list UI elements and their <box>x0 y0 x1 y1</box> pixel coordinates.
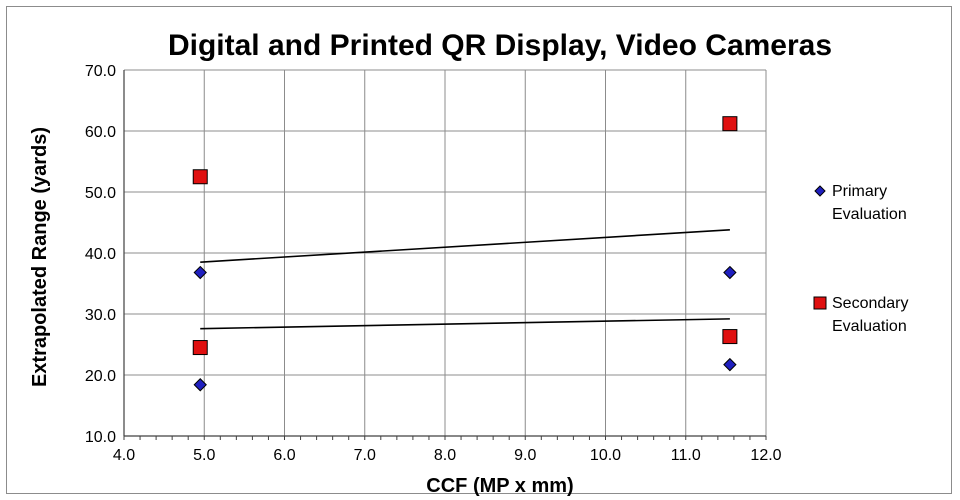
x-tick-label: 10.0 <box>590 447 621 464</box>
chart-title: Digital and Printed QR Display, Video Ca… <box>168 29 832 62</box>
legend-entry: Evaluation <box>832 318 907 335</box>
trendline <box>200 229 730 263</box>
diamond-marker <box>814 185 826 197</box>
diamond-marker <box>723 265 737 280</box>
x-axis-label: CCF (MP x mm) <box>426 475 573 497</box>
x-tick-label: 9.0 <box>514 447 536 464</box>
x-tick-label: 6.0 <box>273 447 295 464</box>
grid-lines <box>123 69 767 437</box>
trendline <box>200 318 730 330</box>
square-marker <box>192 169 208 185</box>
y-tick-label: 30.0 <box>85 307 116 324</box>
diamond-marker <box>193 265 207 280</box>
legend: Primary Evaluation Secondary Evaluation <box>813 183 909 335</box>
y-axis-label: Extrapolated Range (yards) <box>29 127 51 387</box>
legend-entry: Evaluation <box>832 206 907 223</box>
y-tick-label: 50.0 <box>85 185 116 202</box>
square-marker <box>813 296 827 310</box>
square-marker <box>192 340 208 356</box>
y-tick-label: 40.0 <box>85 246 116 263</box>
x-tick-label: 12.0 <box>750 447 781 464</box>
square-marker <box>722 329 738 345</box>
legend-entry: Secondary <box>832 295 909 312</box>
chart-frame <box>6 6 952 494</box>
diamond-marker <box>723 357 737 372</box>
x-tick-label: 4.0 <box>113 447 135 464</box>
trendlines <box>200 229 730 330</box>
y-tick-label: 60.0 <box>85 124 116 141</box>
x-tick-label: 11.0 <box>671 447 701 464</box>
y-tick-label: 10.0 <box>85 429 116 446</box>
y-tick-label: 70.0 <box>85 63 116 80</box>
data-points <box>192 116 738 392</box>
square-marker <box>722 116 738 132</box>
y-tick-label: 20.0 <box>85 368 116 385</box>
x-tick-label: 8.0 <box>434 447 456 464</box>
x-tick-label: 5.0 <box>193 447 215 464</box>
x-tick-label: 7.0 <box>354 447 376 464</box>
legend-entry: Primary <box>832 183 887 200</box>
diamond-marker <box>193 378 207 392</box>
axes <box>123 70 767 440</box>
tick-labels: 10.0 20.0 30.0 40.0 50.0 60.0 70.0 4.0 5.0 6.0 7.0… <box>85 63 782 464</box>
